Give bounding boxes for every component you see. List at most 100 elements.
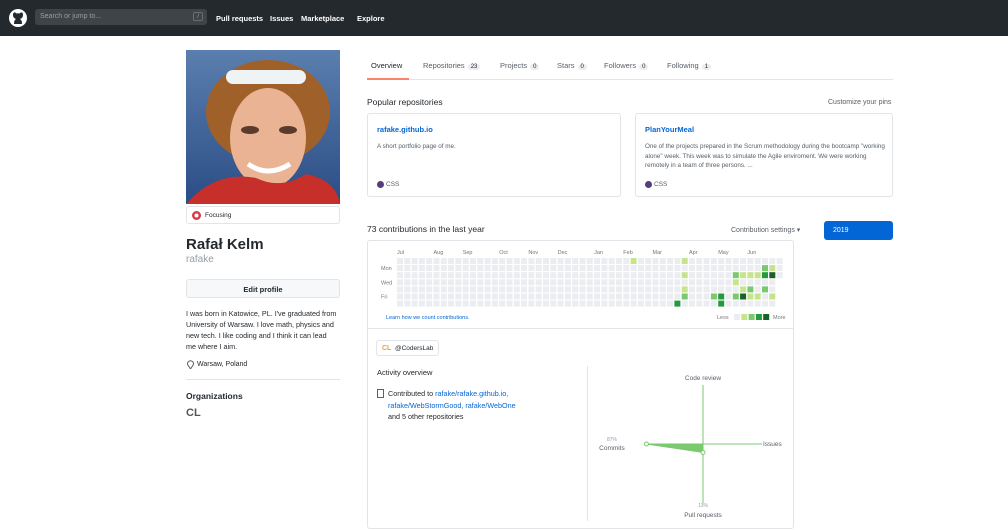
day-cell <box>630 286 637 293</box>
month-label: Mar <box>653 250 663 256</box>
repo-link[interactable]: rafake/WebOne <box>465 400 516 410</box>
org-filter-logo: CL <box>382 345 392 352</box>
day-cell <box>455 272 462 279</box>
tab[interactable]: Stars 0 <box>557 61 587 70</box>
day-cell <box>703 258 710 264</box>
day-cell <box>484 286 491 293</box>
search-box[interactable]: Search or jump to... / <box>35 9 207 25</box>
pin-card: rafake.github.io A short portfolio page o… <box>367 113 621 197</box>
day-cell <box>645 286 652 293</box>
day-cell <box>462 293 469 300</box>
day-cell <box>732 272 739 279</box>
day-cell <box>718 293 725 300</box>
language-dot <box>377 181 384 188</box>
day-cell <box>557 300 564 307</box>
day-cell <box>681 272 688 279</box>
day-cell <box>404 300 411 307</box>
learn-link[interactable]: Learn how we count contributions. <box>386 315 470 321</box>
day-cell <box>484 279 491 286</box>
nav-link[interactable]: Issues <box>270 14 294 23</box>
day-cell <box>674 272 681 279</box>
day-cell <box>440 272 447 279</box>
pin-name[interactable]: rafake.github.io <box>377 125 433 134</box>
tab[interactable]: Overview <box>371 61 402 70</box>
day-cell <box>769 293 776 300</box>
day-cell <box>513 293 520 300</box>
day-cell <box>572 258 579 264</box>
day-cell <box>769 265 776 272</box>
status[interactable]: Focusing <box>186 206 340 224</box>
day-cell <box>397 293 403 300</box>
logo[interactable] <box>9 9 27 27</box>
day-cell <box>769 272 776 279</box>
day-cell <box>718 265 725 272</box>
day-cell <box>667 300 674 307</box>
day-cell <box>645 300 652 307</box>
day-cell <box>557 258 564 264</box>
day-cell <box>594 293 601 300</box>
tab[interactable]: Following 1 <box>667 61 712 70</box>
day-cell <box>411 279 418 286</box>
day-cell <box>616 286 622 293</box>
tab-label: Stars <box>557 61 575 70</box>
day-cell <box>718 272 725 279</box>
nav-link[interactable]: Pull requests <box>216 14 264 23</box>
day-cell <box>543 258 549 264</box>
day-cell <box>528 300 535 307</box>
repo-link[interactable]: rafake/rafake.github.io, <box>435 389 509 398</box>
day-cell <box>528 258 535 264</box>
contribution-settings[interactable]: Contribution settings ▾ <box>731 227 801 234</box>
day-cell <box>448 286 455 293</box>
repo-link[interactable]: rafake/WebStormGood, <box>388 400 464 410</box>
day-cell <box>594 286 601 293</box>
divider <box>367 328 794 329</box>
day-cell <box>586 265 593 272</box>
day-cell <box>652 286 659 293</box>
day-cell <box>710 272 717 279</box>
day-cell <box>440 293 447 300</box>
nav-link[interactable]: Marketplace <box>301 14 345 23</box>
month-label: Oct <box>499 250 508 256</box>
day-cell <box>681 286 688 293</box>
organizations-title: Organizations <box>186 391 243 401</box>
day-cell <box>681 258 688 264</box>
tab[interactable]: Projects 0 <box>500 61 540 70</box>
day-cell <box>462 300 469 307</box>
day-cell <box>608 293 615 300</box>
tab-count: 0 <box>530 64 540 70</box>
day-cell <box>586 286 593 293</box>
customize-pins[interactable]: Customize your pins <box>828 99 892 106</box>
day-cell <box>667 258 674 264</box>
tab[interactable]: Repositories 23 <box>423 61 481 70</box>
day-cell <box>543 293 549 300</box>
day-cell <box>470 293 476 300</box>
day-cell <box>513 258 520 264</box>
day-cell <box>491 286 498 293</box>
month-label: Jul <box>397 250 404 256</box>
legend-cell <box>755 314 762 320</box>
day-cell <box>754 258 761 264</box>
year-button[interactable]: 2019 <box>824 221 893 240</box>
day-cell <box>637 272 644 279</box>
tab-underline <box>367 78 409 80</box>
nav-link[interactable]: Explore <box>357 14 385 23</box>
org-filter[interactable]: CL @CodersLab <box>376 340 439 356</box>
legend-cell <box>763 314 770 320</box>
day-cell <box>521 258 528 264</box>
day-cell <box>725 286 732 293</box>
day-cell <box>455 279 462 286</box>
day-cell <box>506 293 513 300</box>
org-logo[interactable]: CL <box>186 407 201 419</box>
tab[interactable]: Followers 0 <box>604 61 649 70</box>
day-cell <box>397 300 403 307</box>
day-cell <box>608 279 615 286</box>
day-cell <box>623 300 630 307</box>
day-cell <box>594 265 601 272</box>
edit-profile[interactable]: Edit profile <box>186 279 340 298</box>
pin-name[interactable]: PlanYourMeal <box>645 125 695 134</box>
day-cell <box>448 265 455 272</box>
day-cell <box>448 272 455 279</box>
day-cell <box>740 265 747 272</box>
day-cell <box>652 272 659 279</box>
activity-chart: Code review Issues Pull requests 13% Commits… <box>599 375 782 519</box>
